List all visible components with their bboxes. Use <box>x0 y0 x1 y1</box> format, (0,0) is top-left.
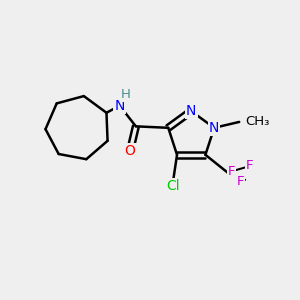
Text: F: F <box>228 164 236 178</box>
Text: N: N <box>209 121 219 135</box>
Text: O: O <box>124 144 135 158</box>
Text: F: F <box>246 159 253 172</box>
Text: Cl: Cl <box>166 179 179 193</box>
Text: H: H <box>121 88 131 101</box>
Text: CH₃: CH₃ <box>246 116 270 128</box>
Text: F: F <box>237 175 244 188</box>
Text: N: N <box>186 104 196 118</box>
Text: N: N <box>115 99 125 113</box>
